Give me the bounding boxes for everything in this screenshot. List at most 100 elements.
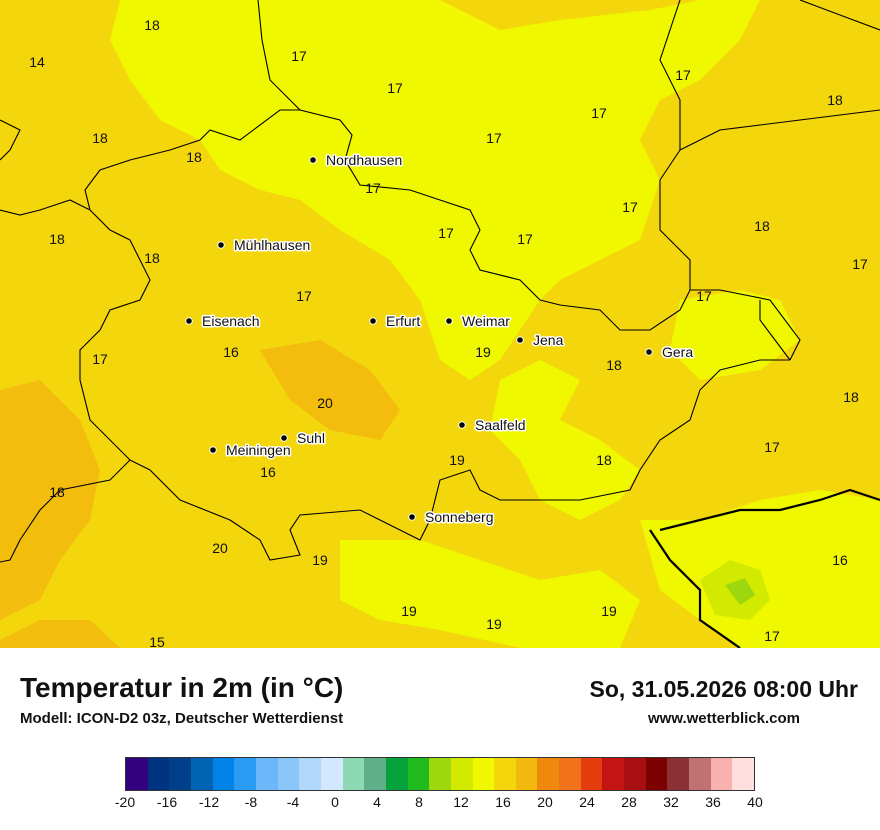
- color-scale-cell: [624, 758, 646, 790]
- city-label: Saalfeld: [475, 417, 526, 433]
- temperature-value: 18: [754, 218, 770, 234]
- temperature-value: 18: [843, 389, 859, 405]
- temperature-value: 18: [606, 357, 622, 373]
- city-label: Erfurt: [386, 313, 420, 329]
- temperature-value: 18: [186, 149, 202, 165]
- color-scale-tick: 28: [621, 794, 637, 810]
- temperature-value: 18: [827, 92, 843, 108]
- color-scale-cell: [342, 758, 365, 790]
- color-scale-cell: [429, 758, 451, 790]
- temperature-value: 20: [317, 395, 333, 411]
- city-label: Suhl: [297, 430, 325, 446]
- city-markers: Nordhausen Mühlhausen Eisenach Erfurt Weimar…: [185, 151, 695, 527]
- temperature-value: 16: [260, 464, 276, 480]
- website-link[interactable]: www.wetterblick.com: [648, 710, 800, 727]
- city-label: Eisenach: [202, 313, 260, 329]
- color-scale-cell: [320, 758, 343, 790]
- color-scale: [125, 757, 755, 791]
- temperature-value: 20: [212, 540, 228, 556]
- city-label: Gera: [662, 344, 693, 360]
- temperature-value: 17: [696, 288, 712, 304]
- city-dot: [408, 513, 416, 521]
- temperature-value: 18: [49, 231, 65, 247]
- temperature-value: 16: [832, 552, 848, 568]
- temperature-value: 15: [149, 634, 165, 648]
- color-scale-cell: [689, 758, 711, 790]
- color-scale-tick: 20: [537, 794, 553, 810]
- color-scale-cell: [494, 758, 516, 790]
- forecast-datetime: So, 31.05.2026 08:00 Uhr: [589, 676, 859, 702]
- temperature-value: 19: [486, 616, 502, 632]
- color-scale-cell: [385, 758, 408, 790]
- color-scale-tick: 4: [373, 794, 381, 810]
- city-dot: [445, 317, 453, 325]
- city-label: Mühlhausen: [234, 237, 310, 253]
- city-dot: [458, 421, 466, 429]
- color-scale-cell: [147, 758, 170, 790]
- color-scale-cell: [602, 758, 625, 790]
- color-scale-tick: -16: [156, 794, 178, 810]
- temperature-value: 17: [365, 180, 381, 196]
- color-scale-cell: [277, 758, 300, 790]
- city-dot: [209, 446, 217, 454]
- temperature-value: 17: [675, 67, 691, 83]
- model-info: Modell: ICON-D2 03z, Deutscher Wetterdie…: [20, 710, 344, 727]
- color-scale-cell: [364, 758, 386, 790]
- temperature-value: 17: [517, 231, 533, 247]
- temperature-value: 17: [486, 130, 502, 146]
- city-label: Sonneberg: [425, 509, 494, 525]
- color-scale-tick: 32: [663, 794, 679, 810]
- city-dot: [369, 317, 377, 325]
- color-scale-tick: 12: [453, 794, 469, 810]
- temperature-value: 17: [591, 105, 607, 121]
- temperature-value: 17: [852, 256, 868, 272]
- color-scale-cell: [450, 758, 473, 790]
- city-label: Jena: [533, 332, 564, 348]
- temperature-value: 17: [296, 288, 312, 304]
- color-scale-cell: [126, 758, 148, 790]
- city-dot: [217, 241, 225, 249]
- state-borders: [0, 0, 880, 563]
- country-border: [649, 488, 880, 648]
- temperature-value: 17: [764, 628, 780, 644]
- color-scale-tick: -4: [286, 794, 300, 810]
- color-scale-cell: [645, 758, 668, 790]
- temperature-value: 19: [449, 452, 465, 468]
- temperature-value: 17: [764, 439, 780, 455]
- city-label: Meiningen: [226, 442, 291, 458]
- temperature-map: Nordhausen Mühlhausen Eisenach Erfurt Weimar…: [0, 0, 880, 648]
- color-scale-ticks: -20 -16 -12 -8 -4 0 4 8 12 16 20 24 28 32 36 40: [115, 794, 763, 814]
- city-label: Weimar: [462, 313, 510, 329]
- city-dot: [280, 434, 288, 442]
- temperature-value: 19: [475, 344, 491, 360]
- color-scale-cell: [234, 758, 256, 790]
- temperature-value: 17: [92, 351, 108, 367]
- temperature-value: 19: [601, 603, 617, 619]
- temperature-field-cool: [110, 0, 880, 648]
- color-scale-cell: [190, 758, 213, 790]
- temperature-value: 18: [144, 250, 160, 266]
- temperature-value: 19: [312, 552, 328, 568]
- color-scale-tick: 8: [415, 794, 423, 810]
- map-title: Temperatur in 2m (in °C): [20, 672, 344, 703]
- color-scale-cell: [537, 758, 560, 790]
- temperature-value: 16: [223, 344, 239, 360]
- color-scale-cell: [667, 758, 690, 790]
- color-scale-cell: [169, 758, 191, 790]
- city-dot: [516, 336, 524, 344]
- color-scale-cell: [580, 758, 603, 790]
- temperature-value: 18: [92, 130, 108, 146]
- color-scale-tick: 40: [747, 794, 763, 810]
- temperature-value: 17: [387, 80, 403, 96]
- color-scale-tick: -12: [198, 794, 220, 810]
- color-scale-cell: [732, 758, 755, 790]
- color-scale-cell: [299, 758, 321, 790]
- city-dot: [185, 317, 193, 325]
- temperature-value: 19: [401, 603, 417, 619]
- temperature-value: 17: [291, 48, 307, 64]
- temperature-value: 18: [49, 484, 65, 500]
- color-scale-cell: [255, 758, 278, 790]
- temperature-value: 17: [438, 225, 454, 241]
- temperature-value: 17: [622, 199, 638, 215]
- city-dot: [309, 156, 317, 164]
